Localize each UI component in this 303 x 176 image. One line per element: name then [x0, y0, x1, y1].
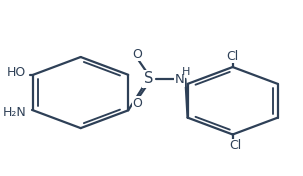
Text: S: S [144, 71, 153, 86]
Text: H₂N: H₂N [2, 106, 26, 119]
Text: HO: HO [7, 67, 26, 79]
Text: O: O [132, 48, 142, 61]
Text: N: N [174, 73, 184, 86]
Text: Cl: Cl [229, 139, 241, 152]
Text: H: H [182, 67, 190, 77]
Text: O: O [132, 97, 142, 110]
Text: Cl: Cl [227, 50, 239, 63]
